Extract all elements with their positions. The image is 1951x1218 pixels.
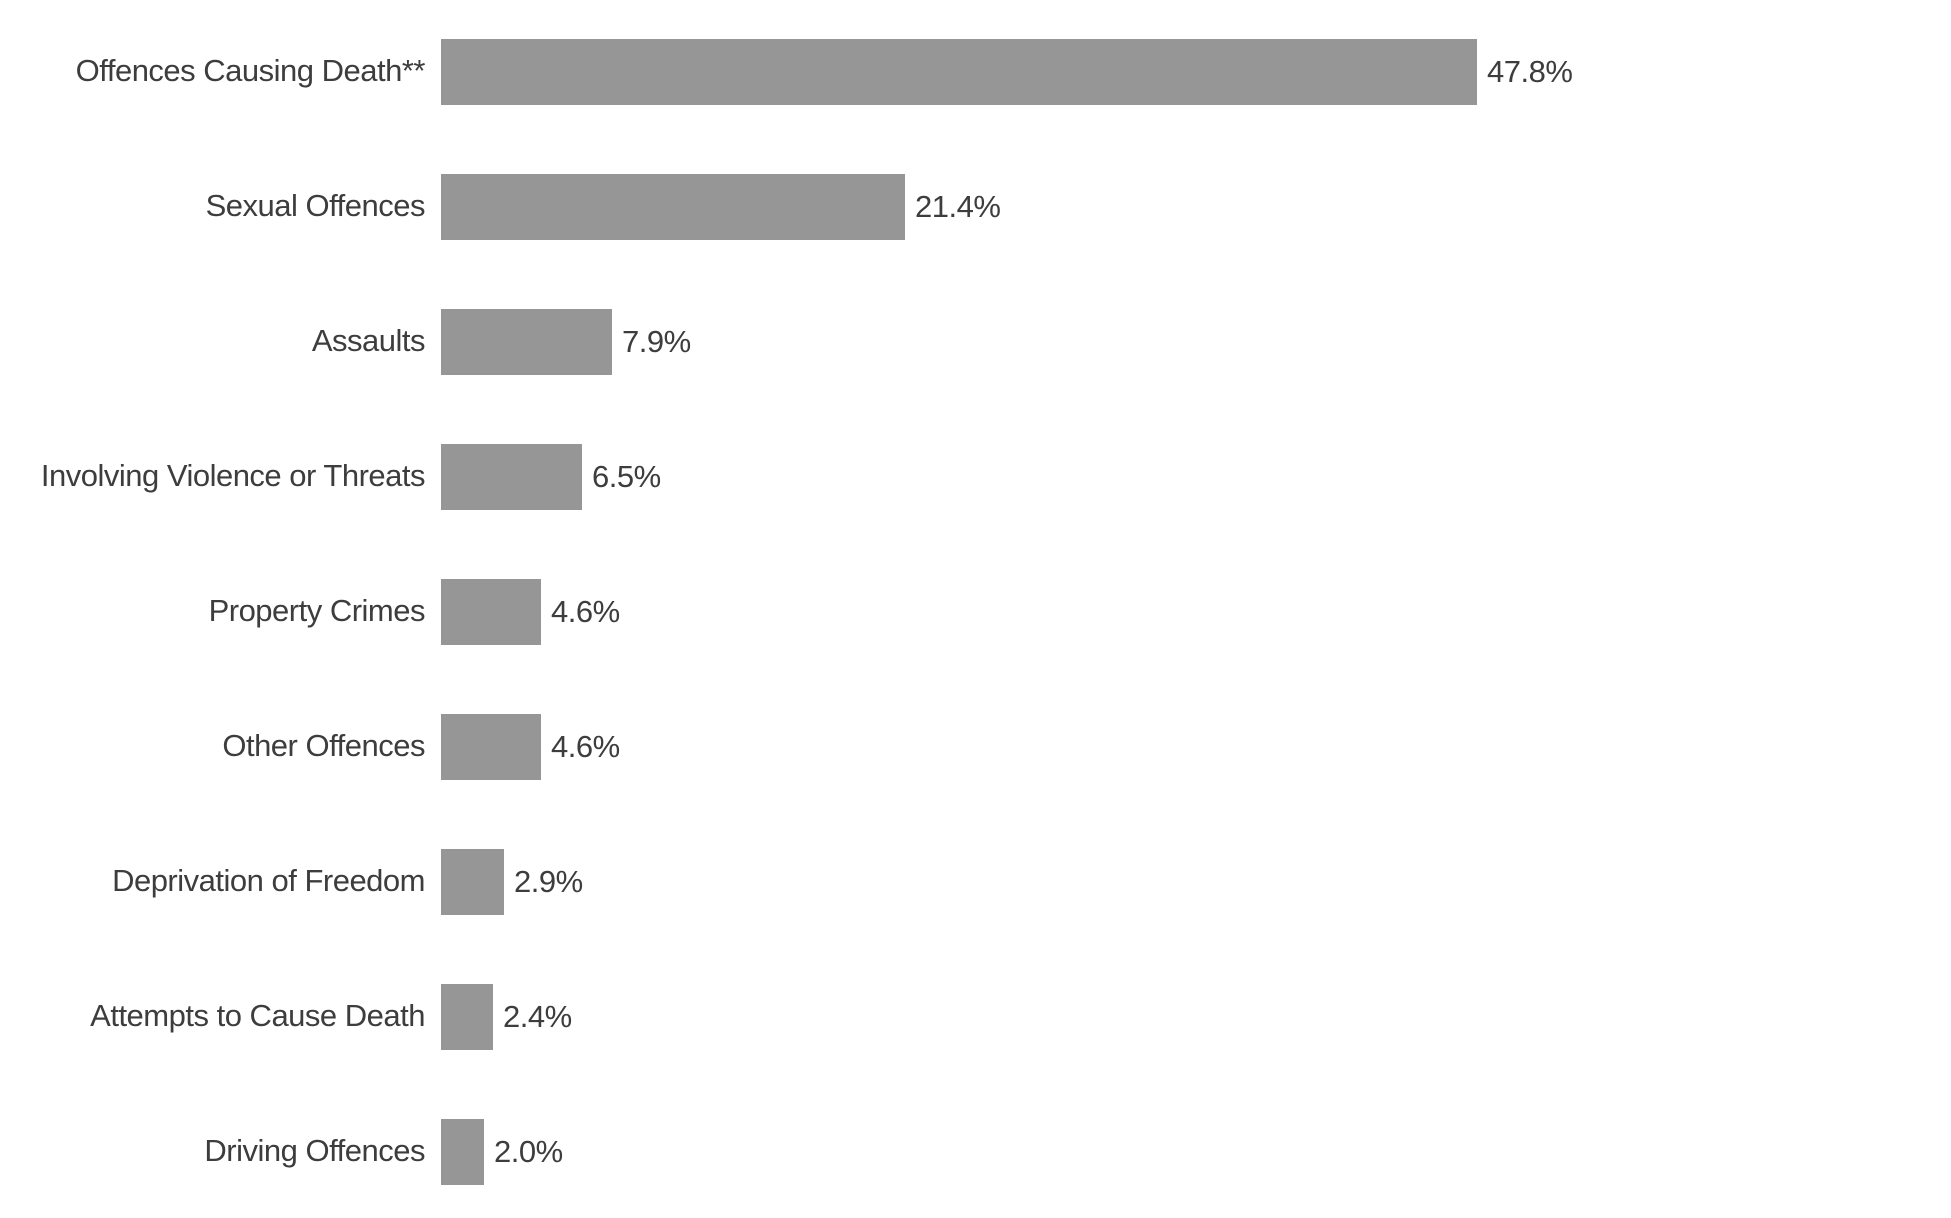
chart-row: Driving Offences 2.0% bbox=[0, 1084, 1951, 1218]
chart-row: Sexual Offences 21.4% bbox=[0, 139, 1951, 274]
bar-area: 2.0% bbox=[441, 1084, 1951, 1218]
bar-area: 4.6% bbox=[441, 679, 1951, 814]
category-label: Assaults bbox=[311, 323, 426, 359]
category-label: Driving Offences bbox=[204, 1133, 425, 1169]
category-label: Sexual Offences bbox=[205, 188, 426, 224]
bar-area: 2.4% bbox=[441, 949, 1951, 1084]
value-label: 2.9% bbox=[514, 863, 583, 899]
category-label: Attempts to Cause Death bbox=[90, 998, 425, 1034]
value-label: 4.6% bbox=[551, 593, 620, 629]
value-label: 2.0% bbox=[494, 1133, 563, 1169]
category-label: Offences Causing Death** bbox=[75, 53, 426, 89]
category-label: Other Offences bbox=[222, 728, 425, 764]
bar bbox=[441, 848, 504, 915]
bar-area: 7.9% bbox=[441, 274, 1951, 409]
value-label: 6.5% bbox=[592, 458, 661, 494]
bar bbox=[441, 308, 612, 375]
value-label: 7.9% bbox=[622, 323, 691, 359]
bar-chart-rows: Offences Causing Death** 47.8% Sexual Of… bbox=[0, 4, 1951, 1218]
value-label: 2.4% bbox=[503, 998, 572, 1034]
category-label: Deprivation of Freedom bbox=[112, 863, 425, 899]
bar bbox=[441, 38, 1477, 105]
bar bbox=[441, 1118, 484, 1185]
bar-area: 4.6% bbox=[441, 544, 1951, 679]
chart-row: Deprivation of Freedom 2.9% bbox=[0, 814, 1951, 949]
bar bbox=[441, 578, 541, 645]
chart-row: Offences Causing Death** 47.8% bbox=[0, 4, 1951, 139]
bar-area: 6.5% bbox=[441, 409, 1951, 544]
value-label: 21.4% bbox=[915, 188, 1001, 224]
chart-row: Assaults 7.9% bbox=[0, 274, 1951, 409]
category-label: Involving Violence or Threats bbox=[40, 458, 426, 494]
bar bbox=[441, 983, 493, 1050]
bar-area: 21.4% bbox=[441, 139, 1951, 274]
bar bbox=[441, 713, 541, 780]
bar bbox=[441, 443, 582, 510]
chart-row: Property Crimes 4.6% bbox=[0, 544, 1951, 679]
bar bbox=[441, 173, 905, 240]
bar-area: 47.8% bbox=[441, 4, 1951, 139]
value-label: 4.6% bbox=[551, 728, 620, 764]
chart-row: Involving Violence or Threats 6.5% bbox=[0, 409, 1951, 544]
value-label: 47.8% bbox=[1487, 53, 1573, 89]
chart-row: Other Offences 4.6% bbox=[0, 679, 1951, 814]
bar-area: 2.9% bbox=[441, 814, 1951, 949]
category-label: Property Crimes bbox=[208, 593, 426, 629]
chart-row: Attempts to Cause Death 2.4% bbox=[0, 949, 1951, 1084]
